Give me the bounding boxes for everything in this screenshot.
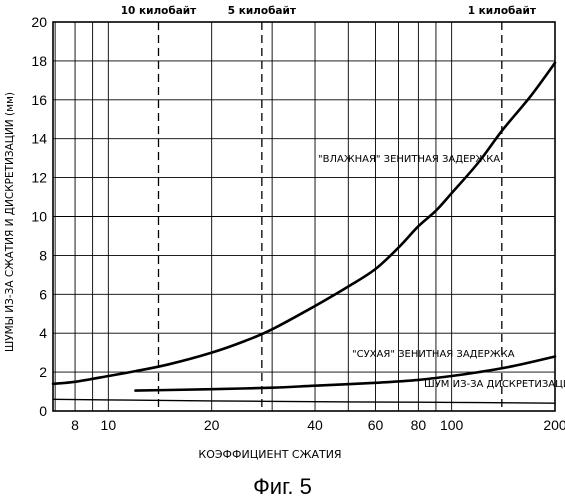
y-tick-label: 14 xyxy=(31,131,47,147)
x-tick-label: 200 xyxy=(543,417,565,433)
y-tick-label: 2 xyxy=(39,364,47,380)
chart: 10 килобайт 5 килобайт 1 килобайт 0 2 4 6 8 10 1… xyxy=(0,0,565,470)
size-marker-label: 10 килобайт xyxy=(121,5,197,17)
y-tick-label: 8 xyxy=(39,247,47,263)
x-tick-label: 60 xyxy=(368,417,384,433)
x-tick-label: 40 xyxy=(307,417,323,433)
size-marker-label: 5 килобайт xyxy=(228,5,297,17)
x-tick-label: 80 xyxy=(411,417,427,433)
figure-caption: Фиг. 5 xyxy=(0,474,565,500)
series-line-2 xyxy=(53,399,555,403)
size-marker-label: 1 килобайт xyxy=(468,5,537,17)
y-tick-label: 18 xyxy=(31,53,47,69)
y-tick-label: 16 xyxy=(31,92,47,108)
y-tick-label: 10 xyxy=(31,209,47,225)
y-tick-label: 6 xyxy=(39,286,47,302)
y-axis-label: ШУМЫ ИЗ-ЗА СЖАТИЯ И ДИСКРЕТИЗАЦИИ (мм) xyxy=(4,92,16,352)
series-label-dry: "СУХАЯ" ЗЕНИТНАЯ ЗАДЕРЖКА xyxy=(352,349,515,360)
series-labels: "ВЛАЖНАЯ" ЗЕНИТНАЯ ЗАДЕРЖКА "СУХАЯ" ЗЕНИ… xyxy=(318,154,565,390)
x-axis-label: КОЭФФИЦИЕНТ СЖАТИЯ xyxy=(198,448,341,461)
y-tick-label: 4 xyxy=(39,325,47,341)
y-tick-label: 0 xyxy=(39,403,47,419)
y-tick-label: 20 xyxy=(31,14,47,30)
series-label-wet: "ВЛАЖНАЯ" ЗЕНИТНАЯ ЗАДЕРЖКА xyxy=(318,154,500,165)
series-label-discretization: ШУМ ИЗ-ЗА ДИСКРЕТИЗАЦИИ xyxy=(424,379,565,390)
x-tick-label: 100 xyxy=(440,417,464,433)
x-tick-label: 8 xyxy=(71,417,79,433)
series-line-0 xyxy=(53,63,555,384)
x-tick-label: 10 xyxy=(101,417,117,433)
x-tick-label: 20 xyxy=(204,417,220,433)
y-tick-label: 12 xyxy=(31,170,47,186)
